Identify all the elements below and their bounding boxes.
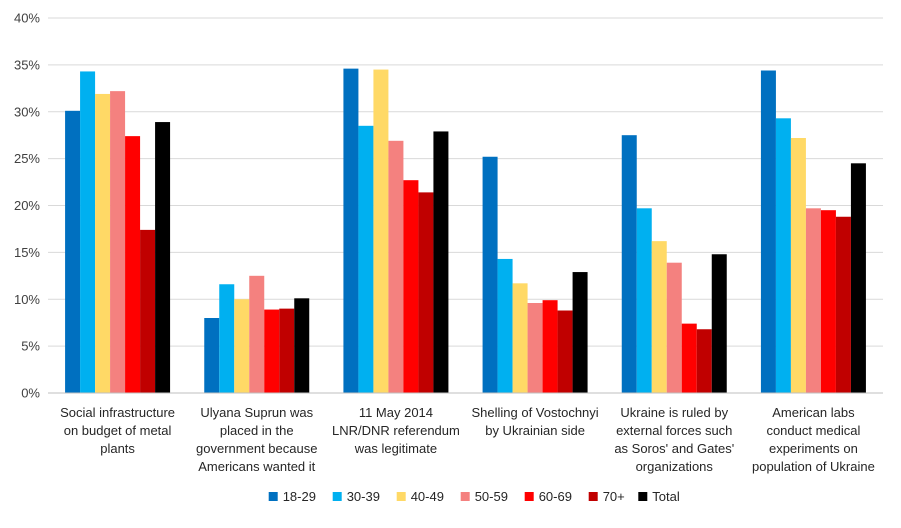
bar-18-29-cat-2	[204, 318, 220, 393]
bar-18-29-cat-3	[343, 68, 359, 394]
bar-40-49-cat-2	[234, 299, 250, 393]
category-label: American labs conduct medical experiments …	[752, 405, 875, 474]
category-label: 11 May 2014 LNR/DNR referendum was legitim…	[332, 405, 460, 456]
bar-40-49-cat-6	[790, 138, 806, 393]
bar-50-59-cat-3	[388, 140, 404, 393]
bar-18-29-cat-4	[482, 156, 498, 393]
bar-70--cat-3	[418, 192, 434, 393]
legend: 18-29 30-39 40-49 50-59 60-69 70+ Total	[268, 489, 680, 504]
category-label: Ulyana Suprun was placed in the government…	[196, 405, 317, 474]
legend-label: 30-39	[347, 489, 380, 504]
bar-50-59-cat-5	[666, 262, 682, 393]
legend-label: 70+	[603, 489, 625, 504]
category-labels: Social infrastructure on budget of metal p…	[60, 405, 875, 474]
bar-30-39-cat-4	[497, 258, 513, 393]
bars	[65, 68, 866, 394]
bar-60-69-cat-1	[125, 136, 141, 394]
category-label-line: as Soros' and Gates'	[614, 441, 734, 456]
bar-30-39-cat-3	[358, 125, 374, 393]
bar-50-59-cat-6	[805, 208, 821, 393]
category-label-line: government because	[196, 441, 317, 456]
category-label: Shelling of Vostochnyi by Ukrainian side	[471, 405, 598, 438]
bar-40-49-cat-5	[651, 241, 667, 394]
bar-60-69-cat-3	[403, 180, 419, 393]
y-tick-label: 40%	[14, 11, 40, 26]
bar-70--cat-6	[835, 216, 851, 393]
bar-total-cat-5	[711, 254, 727, 393]
category-label-line: experiments on	[769, 441, 858, 456]
bar-50-59-cat-4	[527, 303, 543, 393]
category-label-line: population of Ukraine	[752, 459, 875, 474]
legend-label: Total	[652, 489, 680, 504]
category-label: Social infrastructure on budget of metal p…	[60, 405, 175, 456]
category-label-line: Americans wanted it	[198, 459, 315, 474]
bar-60-69-cat-5	[681, 323, 697, 394]
bar-30-39-cat-1	[80, 71, 96, 393]
legend-label: 18-29	[283, 489, 316, 504]
bar-18-29-cat-6	[760, 70, 776, 393]
y-tick-label: 35%	[14, 57, 40, 72]
category-label-line: external forces such	[616, 423, 732, 438]
bar-total-cat-6	[850, 163, 866, 393]
y-tick-label: 20%	[14, 198, 40, 213]
legend-label: 50-59	[475, 489, 508, 504]
bar-70--cat-5	[696, 329, 712, 393]
y-tick-label: 15%	[14, 245, 40, 260]
bar-total-cat-4	[572, 272, 588, 393]
category-label-line: on budget of metal	[64, 423, 172, 438]
y-axis-tick-labels: 0% 5% 10% 15% 20% 25% 30% 35% 40%	[14, 11, 40, 401]
bar-total-cat-1	[155, 122, 171, 393]
bar-30-39-cat-2	[219, 284, 235, 393]
category-label: Ukraine is ruled by external forces such a…	[614, 405, 734, 474]
y-tick-label: 25%	[14, 151, 40, 166]
bar-40-49-cat-4	[512, 283, 528, 393]
category-label-line: Ulyana Suprun was	[200, 405, 313, 420]
bar-50-59-cat-2	[249, 275, 265, 393]
bar-30-39-cat-6	[775, 118, 791, 393]
category-label-line: was legitimate	[354, 441, 437, 456]
legend-swatch	[524, 492, 534, 501]
legend-swatch	[638, 492, 648, 501]
bar-40-49-cat-3	[373, 69, 389, 393]
category-label-line: by Ukrainian side	[485, 423, 585, 438]
bar-60-69-cat-2	[264, 309, 280, 393]
category-label-line: organizations	[636, 459, 714, 474]
y-tick-label: 5%	[21, 339, 40, 354]
category-label-line: Social infrastructure	[60, 405, 175, 420]
category-label-line: plants	[100, 441, 135, 456]
bar-60-69-cat-4	[542, 300, 558, 393]
category-label-line: placed in the	[220, 423, 294, 438]
bar-total-cat-2	[294, 298, 310, 393]
bar-40-49-cat-1	[95, 93, 111, 393]
bar-60-69-cat-6	[820, 210, 836, 393]
legend-label: 60-69	[539, 489, 572, 504]
legend-swatch	[588, 492, 598, 501]
gridlines	[48, 17, 883, 347]
category-label-line: LNR/DNR referendum	[332, 423, 460, 438]
category-label-line: Shelling of Vostochnyi	[471, 405, 598, 420]
bar-total-cat-3	[433, 131, 449, 393]
bar-70--cat-1	[140, 229, 156, 393]
bar-70--cat-4	[557, 310, 573, 393]
bar-50-59-cat-1	[110, 91, 126, 394]
y-tick-label: 30%	[14, 104, 40, 119]
category-label-line: 11 May 2014	[359, 405, 433, 420]
y-tick-label: 0%	[21, 386, 40, 401]
legend-swatch	[460, 492, 470, 501]
bar-30-39-cat-5	[636, 208, 652, 393]
bar-70--cat-2	[279, 308, 295, 394]
category-label-line: American labs	[772, 405, 855, 420]
legend-swatch	[268, 492, 278, 501]
bar-18-29-cat-5	[621, 135, 637, 393]
legend-label: 40-49	[411, 489, 444, 504]
category-label-line: conduct medical	[766, 423, 860, 438]
bar-18-29-cat-1	[65, 110, 81, 393]
legend-swatch	[396, 492, 406, 501]
legend-swatch	[332, 492, 342, 501]
category-label-line: Ukraine is ruled by	[620, 405, 728, 420]
y-tick-label: 10%	[14, 292, 40, 307]
